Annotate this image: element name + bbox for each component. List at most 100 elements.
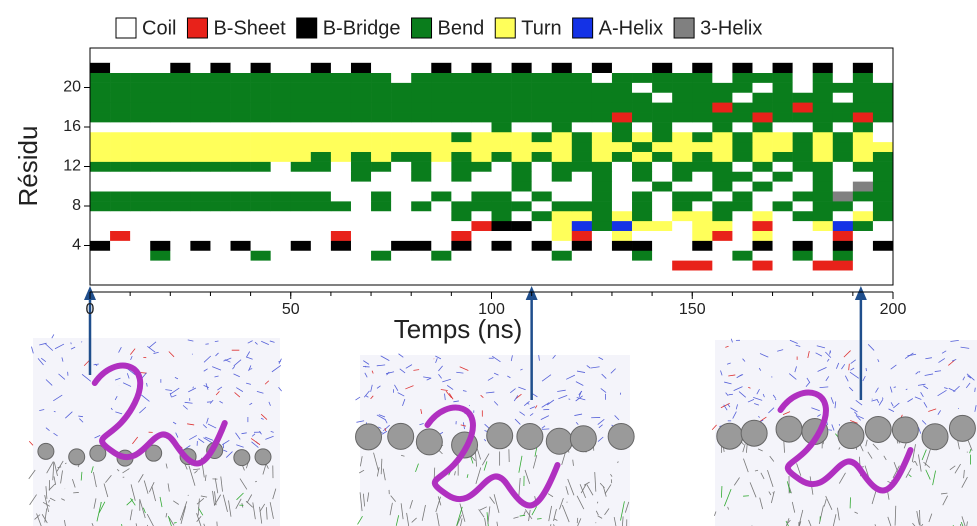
lipid <box>920 523 924 526</box>
state-cell <box>772 250 793 261</box>
state-cell <box>471 62 492 73</box>
solvent <box>206 417 209 424</box>
state-cell <box>170 72 191 83</box>
state-cell <box>190 171 211 182</box>
state-cell <box>190 201 211 212</box>
state-cell <box>391 112 412 123</box>
lipid <box>151 486 156 502</box>
state-cell <box>230 171 251 182</box>
lipid <box>122 468 130 474</box>
state-cell <box>551 220 573 231</box>
lipid <box>760 472 765 480</box>
state-cell <box>90 260 111 271</box>
lipid <box>411 517 417 523</box>
peptide <box>424 404 561 509</box>
state-cell <box>832 220 854 231</box>
solvent <box>817 414 821 417</box>
state-cell <box>812 171 834 182</box>
lipid <box>594 472 597 492</box>
state-cell <box>551 210 573 222</box>
lipid <box>254 480 258 483</box>
solvent <box>453 400 459 403</box>
state-cell <box>531 181 553 192</box>
state-cell <box>611 72 633 83</box>
solvent <box>223 357 232 362</box>
lipid <box>475 467 482 485</box>
solvent <box>523 401 530 406</box>
state-cell <box>611 191 633 202</box>
solvent <box>58 373 66 380</box>
solvent <box>256 390 264 394</box>
lipid <box>194 470 198 474</box>
state-cell <box>571 151 593 162</box>
solvent <box>94 363 98 367</box>
lipid <box>44 495 49 513</box>
state-cell <box>812 250 834 261</box>
solvent <box>905 388 908 391</box>
solvent <box>420 409 423 414</box>
solvent <box>526 402 530 405</box>
state-cell <box>250 62 271 73</box>
state-cell <box>752 92 773 103</box>
arrow-head <box>854 286 867 300</box>
solvent <box>788 373 797 380</box>
solvent <box>907 398 914 403</box>
state-cell <box>491 92 512 103</box>
lipid <box>620 501 625 521</box>
headgroup <box>569 425 597 453</box>
state-cell <box>411 181 432 192</box>
solvent <box>371 370 374 374</box>
state-cell <box>632 230 653 241</box>
solvent <box>825 376 830 382</box>
state-cell <box>230 191 251 202</box>
state-cell <box>732 191 753 202</box>
state-cell <box>230 141 251 152</box>
solvent <box>269 340 275 343</box>
solvent <box>725 392 729 396</box>
lipid <box>867 451 873 459</box>
state-cell <box>230 240 251 251</box>
state-cell <box>290 122 312 133</box>
state-cell <box>591 201 613 212</box>
state-cell <box>551 82 573 93</box>
solvent <box>398 353 404 358</box>
solvent <box>850 407 858 413</box>
state-cell <box>571 82 593 93</box>
state-cell <box>290 230 312 241</box>
state-cell <box>190 92 211 103</box>
state-cell <box>872 250 894 261</box>
lipid <box>220 476 223 492</box>
state-cell <box>110 201 131 212</box>
state-cell <box>772 92 793 103</box>
solvent <box>777 349 784 352</box>
lipid <box>197 498 200 516</box>
state-cell <box>591 220 613 231</box>
solvent <box>423 376 431 379</box>
state-cell <box>290 161 312 172</box>
lipid <box>72 479 76 488</box>
state-cell <box>692 92 713 103</box>
solvent <box>385 371 395 375</box>
solvent <box>854 411 858 416</box>
state-cell <box>190 72 211 83</box>
lipid <box>213 494 222 506</box>
state-cell <box>90 161 111 172</box>
solvent <box>921 420 927 425</box>
headgroup <box>145 444 163 462</box>
solvent <box>147 345 156 353</box>
state-cell <box>391 260 412 271</box>
state-cell <box>391 62 412 73</box>
state-cell <box>652 141 673 152</box>
solvent <box>834 401 837 409</box>
state-cell <box>90 240 111 251</box>
lipid <box>838 447 841 450</box>
solvent <box>590 366 600 369</box>
state-cell <box>652 151 673 162</box>
lipid <box>742 443 746 453</box>
state-cell <box>310 191 332 202</box>
state-cell <box>571 191 593 202</box>
state-cell <box>391 92 412 103</box>
solvent <box>600 388 607 393</box>
solvent <box>575 395 583 402</box>
state-cell <box>531 240 553 251</box>
